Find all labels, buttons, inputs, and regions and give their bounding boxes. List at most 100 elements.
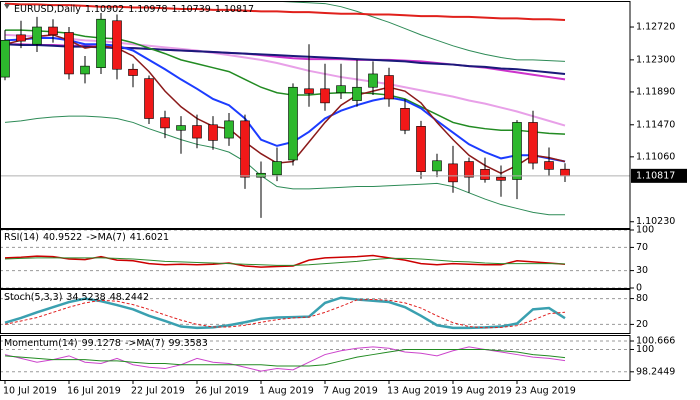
indicator-line: [4, 298, 566, 329]
indicator-line: [4, 346, 566, 372]
y-tick-label: 1.11890: [636, 86, 675, 97]
panel-title-part: 1.10817: [215, 4, 254, 15]
panel-frame: [0, 289, 631, 334]
candle-body: [288, 86, 298, 161]
panel: [0, 296, 630, 330]
x-tick-label: 16 Jul 2019: [67, 386, 121, 397]
candle-body: [112, 20, 122, 70]
panel: [0, 230, 630, 288]
x-tick-label: 23 Aug 2019: [515, 386, 576, 397]
candle-body: [32, 26, 42, 45]
y-tick-label: 100: [636, 344, 654, 355]
panel-title-part: 40.9522: [43, 232, 82, 243]
y-tick-label: 1.12300: [636, 54, 675, 65]
x-tick-label: 19 Aug 2019: [451, 386, 512, 397]
candle-body: [320, 88, 330, 104]
panel: [0, 340, 630, 373]
candle-body: [16, 34, 26, 42]
panel-title: Stoch(5,3,3) 34.5238 48.2442: [4, 292, 149, 303]
candle-body: [544, 161, 554, 170]
y-tick-label: 70: [636, 242, 648, 253]
symbol-icon: [4, 4, 10, 9]
candle-body: [128, 68, 138, 76]
panel-title-part: ->MA(7): [86, 232, 126, 243]
candle-body: [368, 73, 378, 88]
y-tick-label: 0: [636, 283, 642, 294]
plot-layer: 1.12720 1.12300 1.11890 1.11470 1.11060 1.102…: [0, 2, 687, 397]
x-tick-label: 26 Jul 2019: [195, 386, 249, 397]
x-tick-label: 13 Aug 2019: [387, 386, 448, 397]
y-tick-label: 100: [636, 225, 654, 236]
price-label-box: [631, 168, 687, 183]
candle-body: [480, 169, 490, 180]
panel-title: RSI(14) 40.9522 ->MA(7) 41.6021: [4, 232, 169, 243]
y-tick-label: 1.10230: [636, 216, 675, 227]
candle-body: [80, 65, 90, 75]
candle-body: [560, 168, 570, 177]
panel-title-part: Momentum(14): [4, 338, 78, 349]
panel: [0, 2, 630, 218]
panel-title-part: 99.3583: [168, 338, 207, 349]
candle-body: [64, 32, 74, 75]
y-tick-label: 80: [636, 293, 648, 304]
y-tick-label: 100.666: [636, 336, 675, 347]
candle-body: [336, 85, 346, 94]
panel-title: Momentum(14) 99.1278 ->MA(7) 99.3583: [4, 338, 208, 349]
candle-body: [416, 126, 426, 172]
candle-body: [496, 176, 506, 181]
candle-body: [48, 26, 58, 36]
panel-title-part: 1.10978: [128, 4, 167, 15]
panel-title-part: 48.2442: [110, 292, 149, 303]
candle-body: [0, 40, 10, 78]
candle-body: [512, 122, 522, 180]
y-tick-label: 1.11060: [636, 151, 675, 162]
panel-title-part: 1.10902: [85, 4, 124, 15]
panel-title-part: Stoch(5,3,3): [4, 292, 62, 303]
panel-title-part: 99.1278: [82, 338, 121, 349]
panel-title-part: RSI(14): [4, 232, 39, 243]
x-tick-label: 1 Aug 2019: [259, 386, 314, 397]
candle-body: [272, 161, 282, 176]
y-tick-label: 1.11470: [636, 119, 675, 130]
x-tick-label: 10 Jul 2019: [3, 386, 57, 397]
x-tick-label: 7 Aug 2019: [323, 386, 378, 397]
indicator-line: [4, 348, 566, 367]
panel-title-part: 34.5238: [66, 292, 105, 303]
panel-title-part: 41.6021: [130, 232, 169, 243]
candle-body: [144, 78, 154, 119]
y-tick-label: 98.2449: [636, 366, 675, 377]
indicator-line: [4, 2, 566, 21]
indicator-line: [282, 2, 566, 62]
candle-body: [96, 18, 106, 68]
panel-frame: [0, 335, 631, 381]
y-tick-label: 1.12720: [636, 22, 675, 33]
candle-body: [160, 117, 170, 129]
candle-body: [528, 122, 538, 164]
candle-body: [192, 125, 202, 139]
candle-body: [448, 163, 458, 183]
x-tick-label: 22 Jul 2019: [131, 386, 185, 397]
y-tick-label: 30: [636, 265, 648, 276]
panel-title-part: EURUSD,Daily: [14, 4, 81, 15]
indicator-line: [4, 115, 565, 216]
indicator-line: [4, 257, 566, 266]
candle-body: [432, 160, 442, 172]
price-label: 1.10817: [636, 170, 675, 181]
candle-body: [176, 125, 186, 131]
panel-title-part: 1.10739: [172, 4, 211, 15]
y-tick-label: 20: [636, 319, 648, 330]
candle-body: [352, 86, 362, 101]
indicator-line: [4, 254, 566, 268]
candle-body: [224, 120, 234, 139]
panel-title: EURUSD,Daily 1.10902 1.10978 1.10739 1.10817: [14, 4, 254, 15]
panel-frame: [0, 1, 631, 229]
candle-body: [384, 75, 394, 100]
candle-body: [464, 161, 474, 178]
panel-title-part: ->MA(7): [125, 338, 165, 349]
candle-body: [304, 88, 314, 94]
panel-frame: [0, 229, 631, 289]
candle-body: [208, 124, 218, 141]
candle-body: [400, 108, 410, 131]
